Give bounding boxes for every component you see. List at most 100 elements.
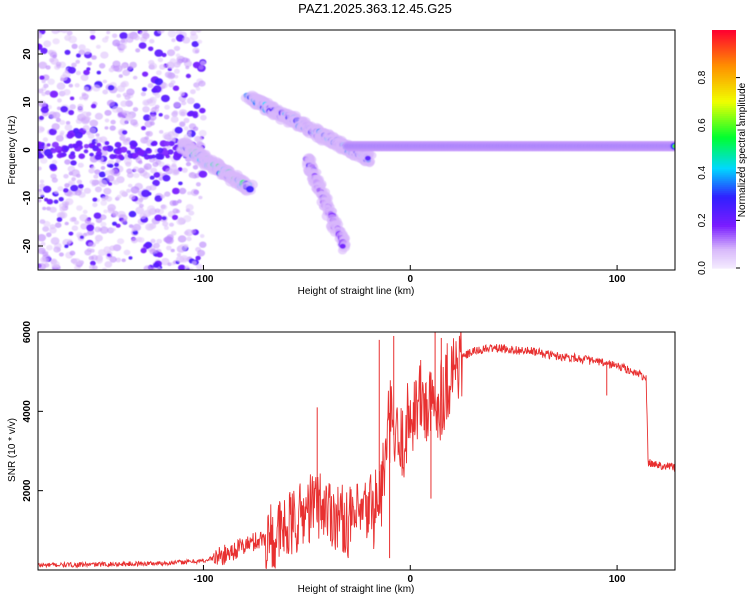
heatmap-cell (78, 44, 86, 51)
colorbar-tick-label: 0.0 (697, 261, 708, 275)
heatmap-cell (124, 94, 131, 100)
heatmap-cell (146, 98, 153, 104)
heatmap-cell (38, 32, 42, 37)
heatmap-cell (43, 262, 50, 268)
heatmap-cell (120, 82, 127, 88)
heatmap-cell (140, 91, 146, 97)
heatmap-cell (57, 150, 62, 154)
heatmap-cell (52, 54, 57, 59)
heatmap-cell (152, 262, 160, 269)
heatmap-cell (120, 44, 127, 50)
heatmap-cell (120, 100, 128, 107)
heatmap-cell (181, 167, 188, 173)
heatmap-cell (114, 65, 123, 73)
colorbar-strip (712, 89, 736, 93)
heatmap-cell (195, 255, 201, 261)
colorbar-strip (712, 150, 736, 154)
heatmap-cell (157, 57, 164, 63)
heatmap-cell (109, 125, 116, 131)
heatmap-cell (39, 75, 45, 80)
heatmap-cell (339, 243, 346, 249)
heatmap-cell (164, 104, 171, 110)
heatmap-cell (154, 49, 164, 57)
heatmap-cell (174, 75, 179, 79)
colorbar-strip (712, 111, 736, 114)
heatmap-cell (73, 220, 80, 225)
heatmap-cell (152, 179, 160, 187)
heatmap-cell (64, 183, 70, 188)
colorbar-strip (712, 51, 736, 55)
heatmap-cell (47, 78, 55, 85)
heatmap-cell (38, 115, 45, 121)
heatmap-cell (144, 120, 153, 128)
colorbar-strip (712, 135, 736, 138)
heatmap-cell (172, 208, 179, 214)
heatmap-cell (154, 104, 160, 109)
heatmap-cell (85, 232, 91, 236)
heatmap-cell (52, 38, 60, 45)
heatmap-cell (38, 101, 47, 108)
heatmap-cell (149, 38, 155, 44)
heatmap-cell (170, 230, 177, 236)
heatmap-cell (91, 179, 100, 186)
heatmap-cell (106, 145, 114, 152)
heatmap-cell (46, 232, 52, 238)
heatmap-cell (54, 222, 62, 228)
heatmap-cell (86, 116, 91, 121)
heatmap-cell (178, 264, 186, 270)
heatmap-cell (160, 82, 168, 89)
heatmap-cell (185, 204, 194, 211)
heatmap-cell (64, 244, 69, 248)
heatmap-cell (46, 244, 53, 251)
heatmap-cell (94, 234, 103, 242)
colorbar-strip (712, 121, 736, 124)
colorbar-strip (712, 131, 736, 134)
colorbar-strip (712, 168, 736, 172)
heatmap-cell (143, 114, 151, 121)
heatmap-cell (133, 172, 140, 179)
colorbar-strip (712, 33, 736, 37)
heatmap-cell (80, 223, 88, 230)
heatmap-cell (58, 252, 64, 257)
heatmap-cell (55, 117, 62, 123)
colorbar-strip (712, 202, 736, 206)
heatmap-cell (120, 218, 128, 225)
colorbar-strip (712, 156, 736, 160)
heatmap-cell (57, 186, 64, 192)
colorbar-strip (712, 152, 736, 156)
heatmap-cell (128, 194, 136, 200)
snr-background (38, 332, 675, 570)
heatmap-cell (76, 205, 83, 211)
heatmap-cell (126, 150, 131, 155)
colorbar-strip (712, 115, 736, 118)
heatmap-cell (131, 226, 138, 232)
colorbar-tick-label: 0.4 (697, 165, 708, 179)
heatmap-cell (173, 68, 180, 74)
colorbar-strip (712, 79, 736, 83)
heatmap-cell (182, 36, 191, 44)
heatmap-cell (38, 146, 41, 150)
heatmap-cell (49, 57, 55, 63)
heatmap-cell (113, 179, 120, 185)
heatmap-cell (104, 126, 109, 130)
heatmap-cell (364, 155, 371, 161)
heatmap-cell (137, 149, 145, 156)
heatmap-cell (337, 246, 348, 255)
heatmap-cell (149, 184, 157, 191)
heatmap-cell (185, 73, 191, 79)
heatmap-cell (94, 226, 102, 233)
heatmap-cell (200, 114, 207, 121)
heatmap-cell (177, 199, 182, 204)
heatmap-cell (44, 197, 49, 202)
heatmap-cell (70, 184, 79, 192)
heatmap-cell (106, 175, 115, 182)
heatmap-cell (161, 94, 170, 103)
heatmap-cell (96, 148, 102, 153)
heatmap-cell (95, 217, 103, 224)
heatmap-cell (95, 133, 100, 137)
heatmap-cell (93, 174, 99, 179)
heatmap-cell (50, 173, 57, 179)
heatmap-cell (49, 163, 57, 170)
heatmap-cell (49, 90, 59, 98)
